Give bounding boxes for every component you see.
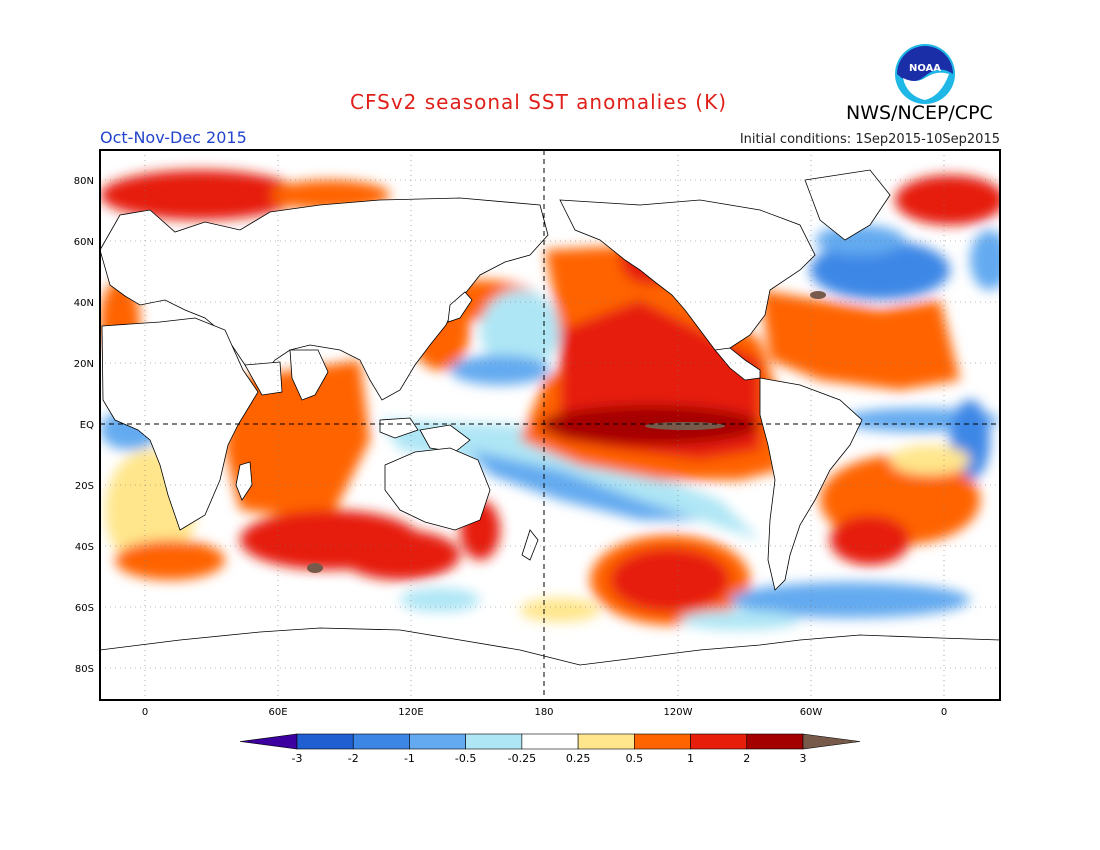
- lon-label: 180: [534, 707, 553, 718]
- map-title: CFSv2 seasonal SST anomalies (K): [350, 90, 727, 114]
- legend-swatch: [746, 733, 804, 750]
- lon-label: 0: [142, 707, 148, 718]
- lat-label: 60S: [75, 603, 94, 614]
- lat-label: 60N: [74, 237, 94, 248]
- legend-label: 2: [743, 752, 750, 765]
- legend-arrow-high: [802, 733, 861, 750]
- lon-label: 120E: [398, 707, 423, 718]
- forecast-period: Oct-Nov-Dec 2015: [100, 128, 247, 147]
- legend-label: -1: [404, 752, 415, 765]
- lat-label: 80N: [74, 176, 94, 187]
- lat-label: 20S: [75, 481, 94, 492]
- legend-label: -2: [348, 752, 359, 765]
- map-frame: [99, 149, 1001, 701]
- noaa-logo-text: NOAA: [909, 63, 941, 74]
- latitude-labels: 80N 60N 40N 20N EQ 20S 40S 60S 80S: [74, 176, 94, 675]
- map-gridlines: [100, 150, 1000, 700]
- continent-outlines: [99, 169, 1001, 701]
- lat-label: 80S: [75, 664, 94, 675]
- legend-swatch: [352, 733, 410, 750]
- legend-label: -3: [292, 752, 303, 765]
- legend-label: -0.25: [508, 752, 536, 765]
- lon-label: 0: [941, 707, 947, 718]
- legend-swatch: [465, 733, 523, 750]
- legend-swatch: [577, 733, 635, 750]
- legend-swatch: [409, 733, 466, 750]
- legend-swatch: [296, 733, 354, 750]
- legend-swatch: [690, 733, 748, 750]
- legend-label: 0.5: [626, 752, 644, 765]
- legend-swatch: [521, 733, 579, 750]
- legend-label: 1: [687, 752, 694, 765]
- initial-conditions: Initial conditions: 1Sep2015-10Sep2015: [739, 132, 1000, 147]
- lon-label: 60W: [800, 707, 823, 718]
- organization-label: NWS/NCEP/CPC: [846, 102, 993, 124]
- legend-arrow-low: [239, 733, 298, 750]
- lon-label: 60E: [268, 707, 287, 718]
- legend-swatch: [634, 733, 691, 750]
- noaa-logo: NOAA: [895, 44, 955, 104]
- legend-label: -0.5: [455, 752, 476, 765]
- lon-label: 120W: [664, 707, 693, 718]
- lat-label: 40N: [74, 298, 94, 309]
- legend-label: 0.25: [566, 752, 591, 765]
- legend-label: 3: [800, 752, 807, 765]
- lat-label: 20N: [74, 359, 94, 370]
- lat-label: 40S: [75, 542, 94, 553]
- color-legend: -3 -2 -1 -0.5 -0.25 0.25 0.5 1 2 3: [239, 733, 861, 765]
- lat-label: EQ: [80, 420, 94, 431]
- longitude-labels: 0 60E 120E 180 120W 60W 0: [142, 707, 947, 718]
